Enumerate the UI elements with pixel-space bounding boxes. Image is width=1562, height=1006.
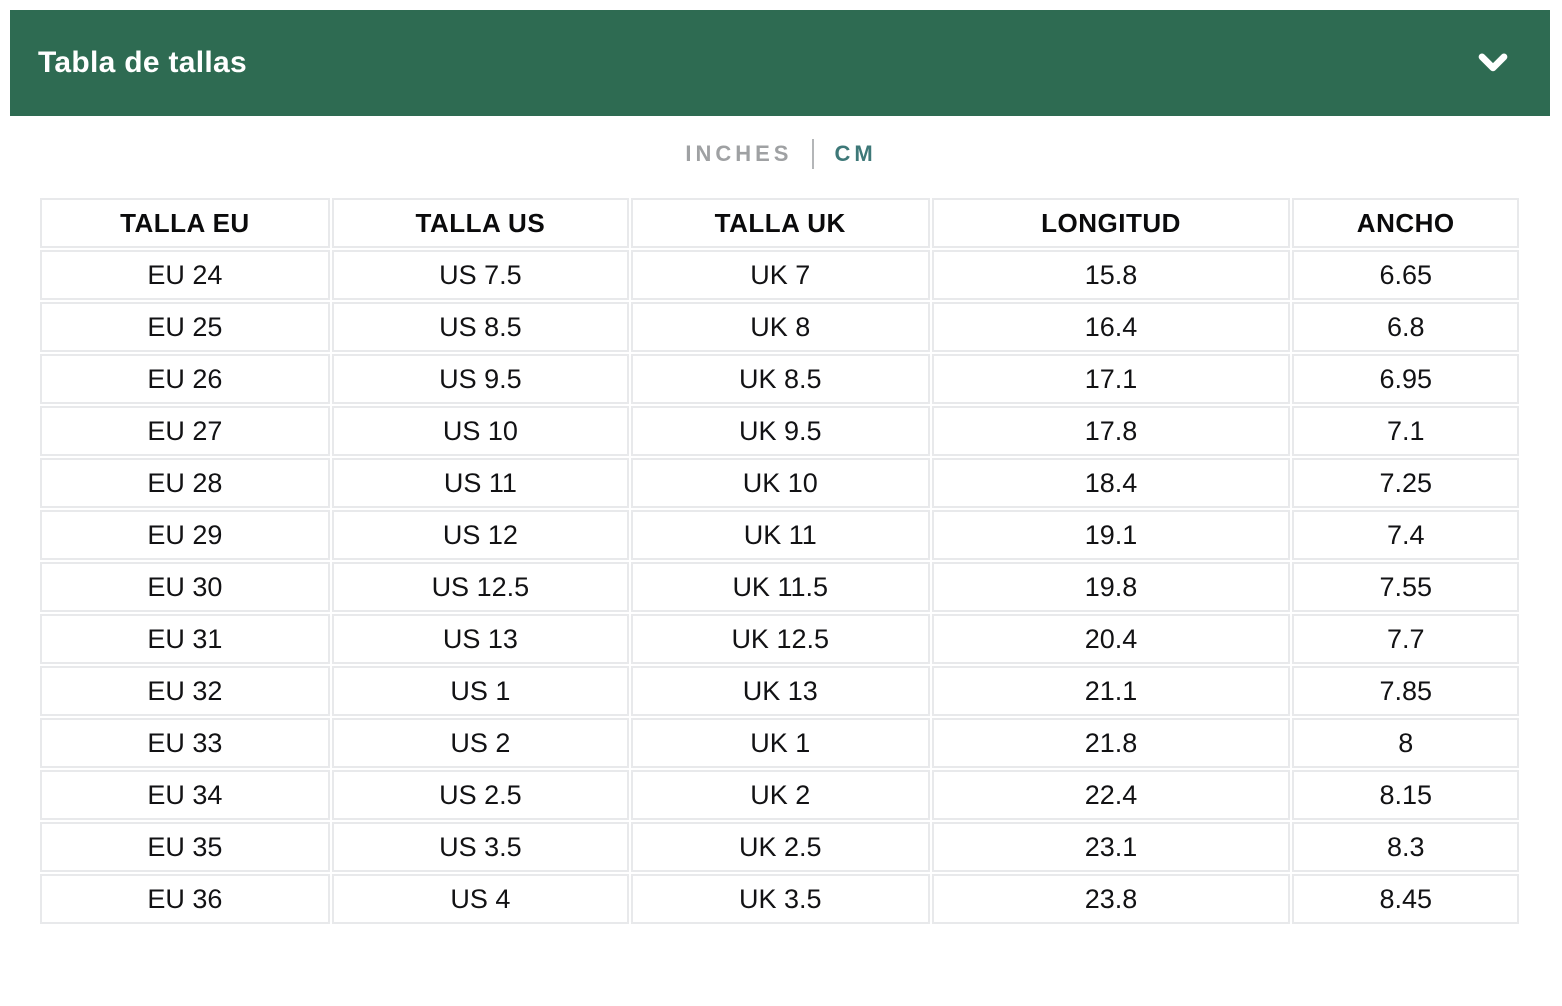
- table-cell: 8: [1292, 718, 1519, 768]
- table-cell: 8.45: [1292, 874, 1519, 924]
- column-header: LONGITUD: [931, 198, 1291, 248]
- table-cell: 23.1: [931, 822, 1291, 872]
- table-cell: EU 26: [40, 354, 330, 404]
- table-cell: 21.8: [931, 718, 1291, 768]
- table-header-row: TALLA EU TALLA US TALLA UK LONGITUD ANCHO: [40, 198, 1519, 248]
- table-cell: 17.1: [931, 354, 1291, 404]
- table-row: EU 35 US 3.5 UK 2.5 23.1 8.3: [40, 822, 1519, 872]
- table-cell: US 7.5: [331, 250, 629, 300]
- size-chart-accordion-header[interactable]: Tabla de tallas: [10, 10, 1550, 116]
- unit-toggle-divider: [812, 139, 815, 169]
- table-cell: 19.1: [931, 510, 1291, 560]
- table-cell: EU 24: [40, 250, 330, 300]
- table-cell: 15.8: [931, 250, 1291, 300]
- table-cell: UK 12.5: [630, 614, 930, 664]
- table-cell: US 4: [331, 874, 629, 924]
- table-cell: 7.55: [1292, 562, 1519, 612]
- table-cell: EU 34: [40, 770, 330, 820]
- table-row: EU 33 US 2 UK 1 21.8 8: [40, 718, 1519, 768]
- table-cell: UK 10: [630, 458, 930, 508]
- unit-toggle: INCHES CM: [0, 138, 1562, 170]
- table-cell: 7.7: [1292, 614, 1519, 664]
- table-cell: UK 8.5: [630, 354, 930, 404]
- table-cell: UK 9.5: [630, 406, 930, 456]
- table-cell: 21.1: [931, 666, 1291, 716]
- table-cell: US 12: [331, 510, 629, 560]
- size-table: TALLA EU TALLA US TALLA UK LONGITUD ANCHO EU…: [38, 196, 1521, 926]
- table-cell: UK 1: [630, 718, 930, 768]
- table-cell: US 2.5: [331, 770, 629, 820]
- table-cell: UK 2.5: [630, 822, 930, 872]
- table-cell: 7.4: [1292, 510, 1519, 560]
- table-cell: US 10: [331, 406, 629, 456]
- table-cell: EU 30: [40, 562, 330, 612]
- table-cell: US 8.5: [331, 302, 629, 352]
- table-cell: 18.4: [931, 458, 1291, 508]
- table-cell: UK 7: [630, 250, 930, 300]
- table-cell: UK 13: [630, 666, 930, 716]
- table-cell: UK 3.5: [630, 874, 930, 924]
- column-header: TALLA US: [331, 198, 629, 248]
- table-cell: EU 31: [40, 614, 330, 664]
- table-cell: US 9.5: [331, 354, 629, 404]
- table-cell: US 3.5: [331, 822, 629, 872]
- table-cell: EU 35: [40, 822, 330, 872]
- table-cell: UK 11: [630, 510, 930, 560]
- column-header: TALLA UK: [630, 198, 930, 248]
- table-cell: 20.4: [931, 614, 1291, 664]
- table-cell: US 13: [331, 614, 629, 664]
- table-cell: EU 36: [40, 874, 330, 924]
- table-cell: 17.8: [931, 406, 1291, 456]
- table-cell: UK 2: [630, 770, 930, 820]
- table-row: EU 29 US 12 UK 11 19.1 7.4: [40, 510, 1519, 560]
- table-row: EU 36 US 4 UK 3.5 23.8 8.45: [40, 874, 1519, 924]
- table-row: EU 34 US 2.5 UK 2 22.4 8.15: [40, 770, 1519, 820]
- table-cell: US 1: [331, 666, 629, 716]
- table-cell: US 12.5: [331, 562, 629, 612]
- table-cell: 6.95: [1292, 354, 1519, 404]
- table-row: EU 26 US 9.5 UK 8.5 17.1 6.95: [40, 354, 1519, 404]
- table-cell: 22.4: [931, 770, 1291, 820]
- table-row: EU 27 US 10 UK 9.5 17.8 7.1: [40, 406, 1519, 456]
- chevron-down-icon[interactable]: [1478, 52, 1508, 74]
- column-header: ANCHO: [1292, 198, 1519, 248]
- table-cell: UK 11.5: [630, 562, 930, 612]
- table-row: EU 24 US 7.5 UK 7 15.8 6.65: [40, 250, 1519, 300]
- table-cell: 7.85: [1292, 666, 1519, 716]
- table-cell: US 11: [331, 458, 629, 508]
- table-cell: 8.3: [1292, 822, 1519, 872]
- table-cell: EU 33: [40, 718, 330, 768]
- column-header: TALLA EU: [40, 198, 330, 248]
- unit-inches-button[interactable]: INCHES: [685, 141, 793, 166]
- table-cell: 7.1: [1292, 406, 1519, 456]
- table-cell: UK 8: [630, 302, 930, 352]
- table-cell: US 2: [331, 718, 629, 768]
- table-cell: 6.65: [1292, 250, 1519, 300]
- panel-title: Tabla de tallas: [38, 46, 248, 79]
- table-cell: 7.25: [1292, 458, 1519, 508]
- table-row: EU 28 US 11 UK 10 18.4 7.25: [40, 458, 1519, 508]
- table-row: EU 30 US 12.5 UK 11.5 19.8 7.55: [40, 562, 1519, 612]
- table-cell: 6.8: [1292, 302, 1519, 352]
- table-cell: 19.8: [931, 562, 1291, 612]
- table-cell: EU 28: [40, 458, 330, 508]
- table-cell: EU 29: [40, 510, 330, 560]
- table-cell: 8.15: [1292, 770, 1519, 820]
- table-cell: EU 27: [40, 406, 330, 456]
- table-row: EU 31 US 13 UK 12.5 20.4 7.7: [40, 614, 1519, 664]
- table-cell: 16.4: [931, 302, 1291, 352]
- table-row: EU 25 US 8.5 UK 8 16.4 6.8: [40, 302, 1519, 352]
- table-row: EU 32 US 1 UK 13 21.1 7.85: [40, 666, 1519, 716]
- table-cell: EU 32: [40, 666, 330, 716]
- table-cell: 23.8: [931, 874, 1291, 924]
- unit-cm-button[interactable]: CM: [834, 141, 877, 166]
- table-cell: EU 25: [40, 302, 330, 352]
